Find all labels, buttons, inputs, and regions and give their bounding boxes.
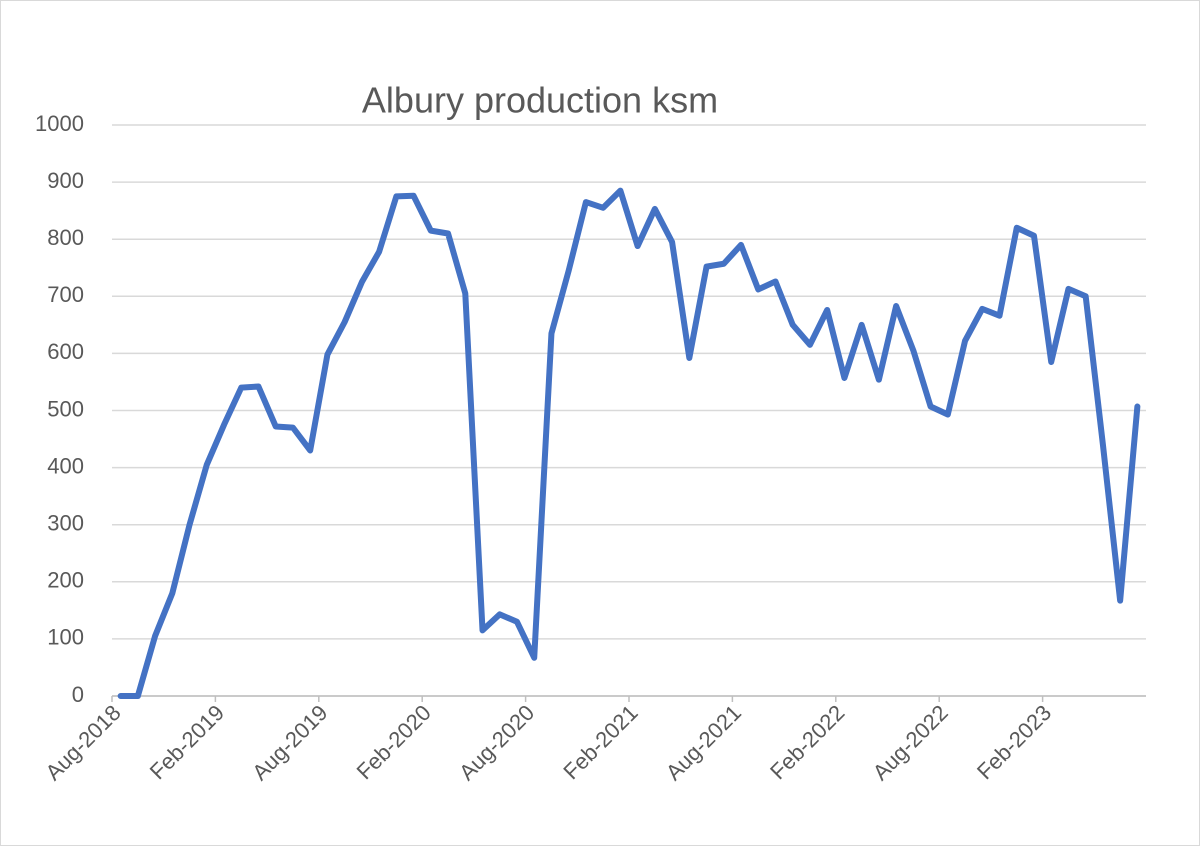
y-tick-label: 700 [47,282,84,307]
y-tick-label: 400 [47,453,84,478]
chart-title: Albury production ksm [362,80,718,121]
y-tick-label: 800 [47,225,84,250]
y-tick-label: 600 [47,339,84,364]
y-tick-label: 500 [47,396,84,421]
y-tick-label: 900 [47,168,84,193]
y-tick-label: 200 [47,568,84,593]
y-tick-label: 1000 [35,111,84,136]
y-tick-label: 100 [47,625,84,650]
y-tick-label: 0 [72,682,84,707]
line-series [117,187,1141,699]
y-tick-label: 300 [47,511,84,536]
